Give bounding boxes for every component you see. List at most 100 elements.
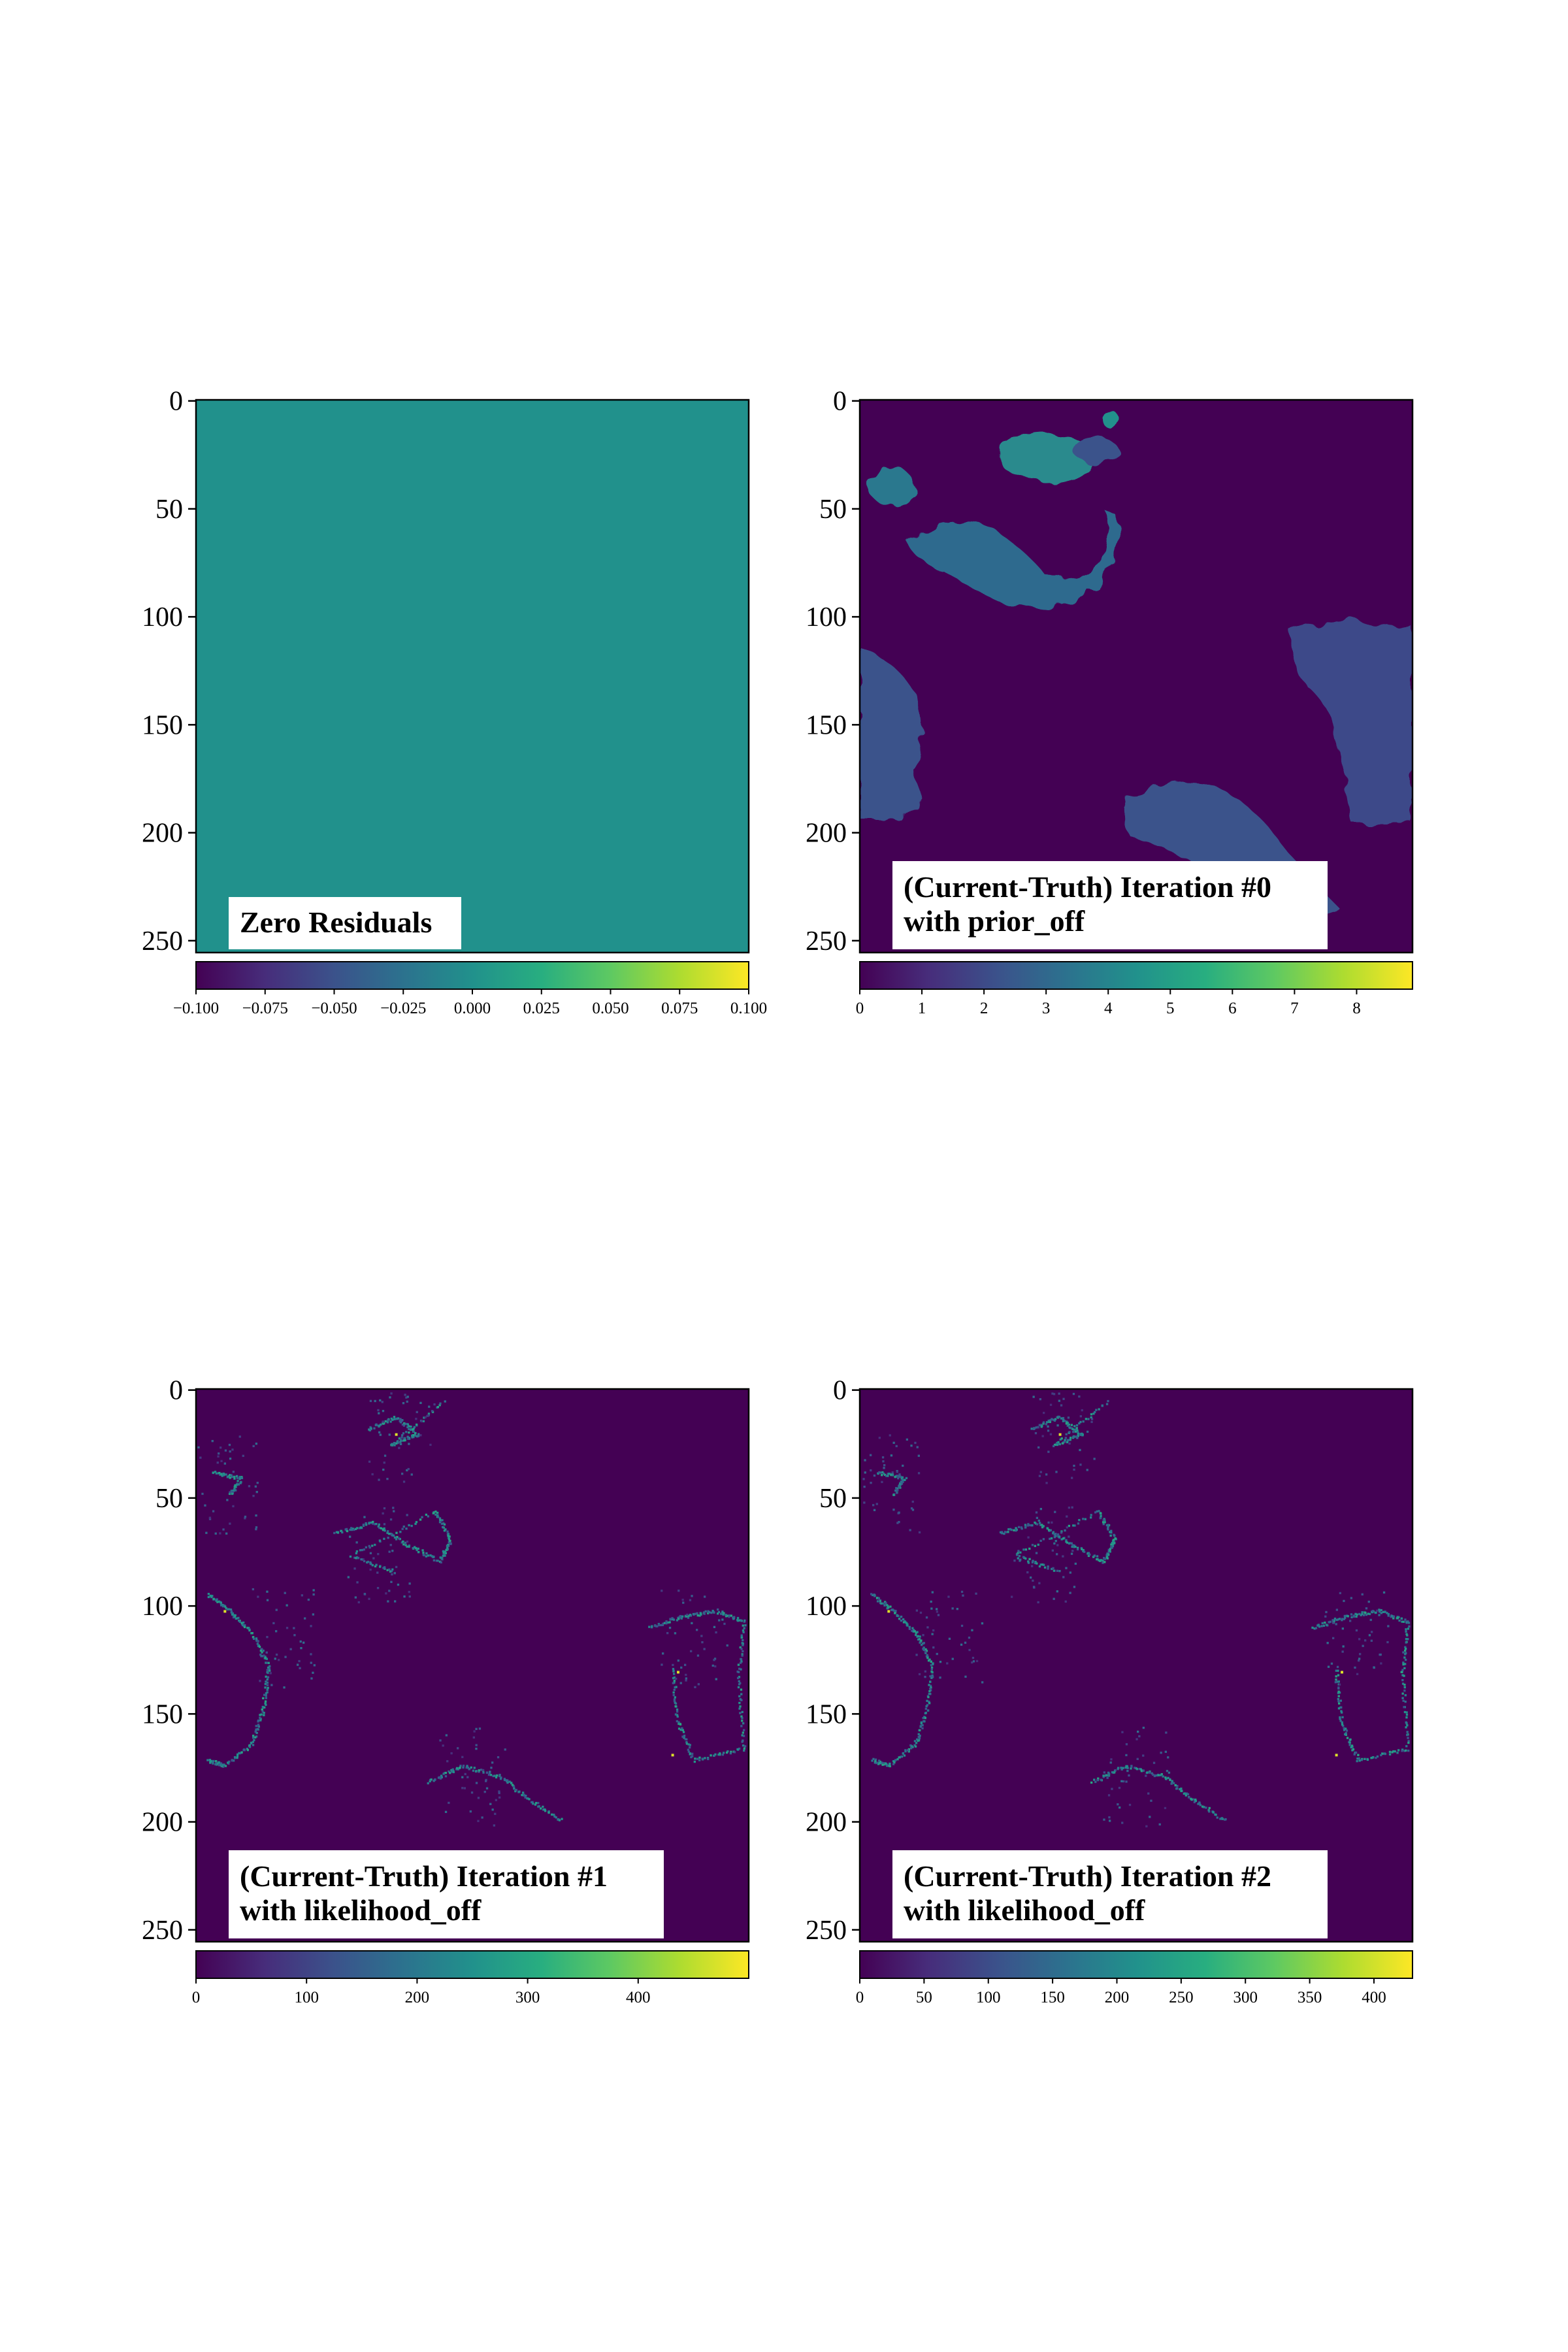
- edge-point: [446, 1548, 449, 1550]
- interior-point: [402, 1480, 406, 1483]
- edge-point: [1069, 1426, 1071, 1429]
- interior-point: [491, 1761, 494, 1764]
- interior-point: [1056, 1553, 1058, 1556]
- interior-point: [714, 1665, 717, 1668]
- edge-point: [902, 1618, 905, 1621]
- edge-point: [1068, 1424, 1070, 1426]
- edge-point: [441, 1519, 444, 1522]
- edge-point: [236, 1756, 238, 1759]
- edge-point: [689, 1614, 692, 1617]
- interior-point: [263, 1654, 265, 1657]
- edge-point: [398, 1537, 400, 1540]
- edge-point: [1201, 1805, 1204, 1808]
- edge-point: [884, 1762, 887, 1765]
- interior-point: [363, 1548, 365, 1551]
- edge-point: [429, 1554, 432, 1557]
- edge-point: [742, 1642, 744, 1645]
- edge-point: [673, 1673, 676, 1675]
- interior-point: [1058, 1392, 1060, 1395]
- edge-point: [341, 1531, 344, 1534]
- colorbar-tick-label: 2: [980, 1000, 988, 1017]
- edge-point: [1157, 1774, 1160, 1776]
- edge-point: [1053, 1443, 1056, 1446]
- edge-point: [1020, 1526, 1022, 1529]
- edge-point: [408, 1524, 410, 1527]
- edge-point: [925, 1705, 928, 1708]
- edge-point: [1024, 1557, 1027, 1560]
- interior-point: [862, 1478, 865, 1480]
- edge-point: [386, 1569, 389, 1571]
- edge-point: [416, 1435, 419, 1438]
- edge-point: [512, 1786, 515, 1788]
- edge-point: [450, 1769, 453, 1772]
- edge-point: [1034, 1561, 1037, 1563]
- edge-point: [917, 1638, 920, 1641]
- edge-point: [1151, 1772, 1153, 1775]
- interior-point: [703, 1648, 706, 1650]
- interior-point: [410, 1473, 413, 1476]
- edge-point: [462, 1766, 465, 1769]
- edge-point: [1402, 1663, 1405, 1666]
- edge-point: [360, 1527, 363, 1529]
- edge-point: [913, 1740, 917, 1742]
- edge-point: [1058, 1535, 1061, 1538]
- edge-point: [1074, 1430, 1077, 1433]
- edge-point: [478, 1769, 480, 1772]
- interior-point: [401, 1473, 404, 1475]
- edge-point: [369, 1561, 372, 1564]
- interior-point: [286, 1604, 288, 1607]
- edge-point: [1098, 1559, 1100, 1561]
- edge-point: [333, 1531, 336, 1535]
- edge-point: [368, 1428, 370, 1431]
- interior-point: [915, 1654, 918, 1656]
- interior-point: [960, 1624, 964, 1627]
- edge-point: [542, 1805, 544, 1808]
- edge-point: [267, 1661, 270, 1664]
- edge-point: [234, 1484, 237, 1487]
- interior-point: [864, 1471, 866, 1474]
- edge-point: [417, 1433, 420, 1435]
- interior-point: [680, 1666, 683, 1669]
- edge-point: [660, 1624, 662, 1627]
- edge-point: [1042, 1421, 1045, 1424]
- edge-point: [879, 1600, 881, 1603]
- edge-point: [1215, 1814, 1217, 1816]
- interior-point: [1079, 1448, 1081, 1452]
- heatmap-frame: [858, 1388, 1414, 1943]
- edge-point: [557, 1818, 559, 1821]
- edge-point: [1001, 1532, 1004, 1535]
- edge-point: [717, 1754, 720, 1756]
- edge-point: [432, 1512, 434, 1514]
- edge-point: [1024, 1524, 1027, 1526]
- edge-point: [264, 1702, 267, 1705]
- edge-point: [1047, 1419, 1050, 1422]
- interior-point: [369, 1399, 372, 1402]
- edge-point: [435, 1560, 438, 1562]
- edge-point: [1180, 1789, 1183, 1793]
- edge-point: [1174, 1784, 1177, 1787]
- interior-point: [402, 1402, 405, 1405]
- edge-point: [1381, 1752, 1384, 1755]
- edge-point: [708, 1611, 711, 1614]
- interior-point: [1364, 1639, 1367, 1642]
- edge-point: [448, 1537, 450, 1539]
- colorbar-ticks: −0.100 −0.075 −0.050 −0.025 0.000 0.025 0.050 0…: [173, 989, 767, 1017]
- edge-point: [1111, 1545, 1115, 1548]
- edge-point: [378, 1539, 381, 1542]
- edge-point: [452, 1771, 455, 1774]
- interior-point: [404, 1394, 406, 1396]
- interior-point: [911, 1500, 914, 1503]
- edge-point: [741, 1717, 743, 1720]
- interior-point: [472, 1736, 475, 1739]
- edge-point: [496, 1774, 498, 1777]
- edge-point: [904, 1621, 907, 1624]
- interior-point: [1362, 1644, 1364, 1647]
- edge-point: [1030, 1428, 1033, 1430]
- edge-point: [1076, 1429, 1079, 1432]
- edge-point: [1355, 1615, 1358, 1618]
- edge-point: [1125, 1765, 1128, 1767]
- edge-point: [1056, 1569, 1058, 1572]
- interior-point: [897, 1512, 900, 1514]
- interior-point: [968, 1648, 971, 1652]
- edge-point: [1071, 1545, 1073, 1548]
